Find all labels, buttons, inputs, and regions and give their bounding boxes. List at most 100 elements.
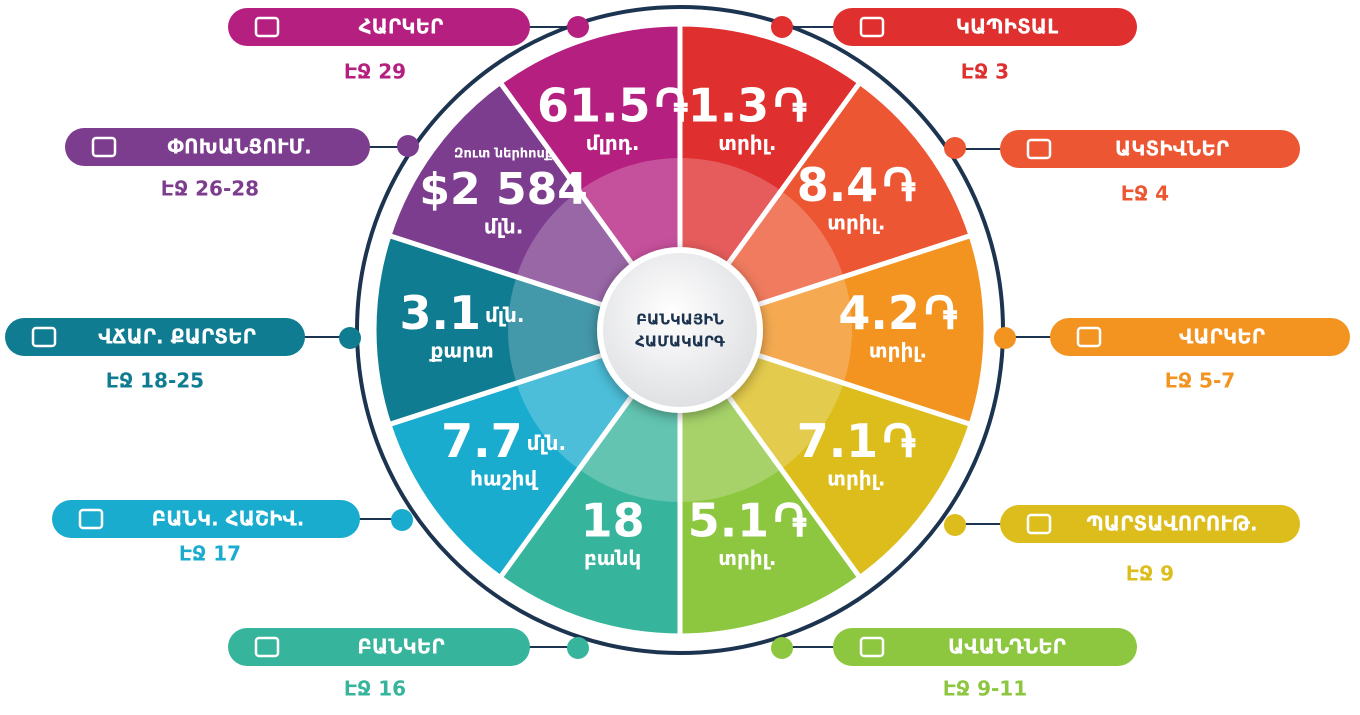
page-ref: ԷՋ 5-7 <box>1165 369 1235 393</box>
value-number: 61.5 <box>537 78 651 132</box>
value-number: 1.3 <box>688 78 770 132</box>
segment <box>673 325 975 582</box>
center-text: ՀԱՄԱԿԱՐԳ <box>635 333 725 351</box>
value-unit: մլն. <box>527 431 567 455</box>
value-currency: ֏ <box>882 157 916 211</box>
value-note: տրիլ. <box>718 131 776 155</box>
page-ref: ԷՋ 18-25 <box>106 369 204 393</box>
value-note: մլրդ. <box>586 131 640 155</box>
value-note: տրիլ. <box>827 467 885 491</box>
value: 3.1 մլն. <box>400 286 525 340</box>
connector-dot <box>944 514 966 536</box>
value-number: 7.7 <box>441 414 523 468</box>
label-text: ԿԱՊԻՏԱԼ <box>956 15 1058 39</box>
label-icon <box>1026 138 1052 160</box>
segment <box>371 232 689 428</box>
center-text: ԲԱՆԿԱՅԻՆ <box>636 311 724 329</box>
segment <box>385 325 687 582</box>
connector-dot <box>397 135 419 157</box>
label-text: ԱՎԱՆԴՆԵՐ <box>948 635 1066 659</box>
segment <box>496 322 683 639</box>
center-circle <box>597 247 763 413</box>
value-currency: ֏ <box>654 78 688 132</box>
label-icon <box>859 16 885 38</box>
value-note: հաշիվ <box>470 467 538 491</box>
value-number: 18 <box>581 493 645 547</box>
label-pill <box>833 628 1137 666</box>
value-currency: ֏ <box>882 414 916 468</box>
value: 7.1֏ <box>797 414 917 468</box>
label-pill <box>1050 318 1350 356</box>
label-text: ՓՈԽԱՆՑՈՒՄ. <box>167 135 311 159</box>
value-note: տրիլ. <box>869 339 927 363</box>
label-icon <box>91 136 117 158</box>
value: 8.4֏ <box>797 157 917 211</box>
label-text: ԱԿՏԻՎՆԵՐ <box>1115 137 1229 161</box>
label-pill <box>1000 130 1300 168</box>
connector-dot <box>771 637 793 659</box>
page-ref: ԷՋ 9-11 <box>943 677 1027 701</box>
value: 1.3֏ <box>688 78 808 132</box>
connector-dot <box>339 327 361 349</box>
label-pill <box>228 8 530 46</box>
page-ref: ԷՋ 4 <box>1121 182 1169 206</box>
value-number: 7.1 <box>797 414 879 468</box>
label-text: ՎԱՐԿԵՐ <box>1179 325 1265 349</box>
value-currency: ֏ <box>773 78 807 132</box>
connector-dot <box>771 16 793 38</box>
connector-dot <box>994 327 1016 349</box>
label-pill <box>65 128 370 166</box>
connector-dot <box>567 16 589 38</box>
label-text: ՀԱՐԿԵՐ <box>359 15 444 39</box>
segment <box>385 78 687 335</box>
value-note: բանկ <box>584 546 641 570</box>
value-currency: ֏ <box>773 493 807 547</box>
label-text: ՊԱՐՏԱՎՈՐՈՒԹ. <box>1086 512 1257 536</box>
label-pill <box>1000 505 1300 543</box>
page-ref: ԷՋ 9 <box>1126 562 1174 586</box>
value-number: 5.1 <box>688 493 770 547</box>
label-icon <box>78 508 104 530</box>
segment <box>673 78 975 335</box>
value-unit: մլն. <box>485 303 525 327</box>
value-note: տրիլ. <box>827 210 885 234</box>
label-icon <box>859 636 885 658</box>
connector-dot <box>391 509 413 531</box>
label-icon <box>254 636 280 658</box>
page-ref: ԷՋ 26-28 <box>161 177 259 201</box>
value: 61.5֏ <box>537 78 689 132</box>
segment <box>671 232 989 428</box>
label-pill <box>52 500 360 538</box>
value-note: քարտ <box>428 339 493 363</box>
value: 4.2֏ <box>838 286 958 340</box>
page-ref: ԷՋ 16 <box>344 677 406 701</box>
label-text: ԲԱՆԿ. ՀԱՇԻՎ. <box>152 507 305 531</box>
label-icon <box>31 326 57 348</box>
segment <box>496 21 683 338</box>
label-icon <box>254 16 280 38</box>
segment <box>677 21 864 338</box>
label-pill <box>5 318 305 356</box>
page-ref: ԷՋ 29 <box>344 60 406 84</box>
label-text: ԲԱՆԿԵՐ <box>357 635 444 659</box>
connector-dot <box>944 137 966 159</box>
value-number: $2 584 <box>419 164 587 215</box>
page-ref: ԷՋ 3 <box>961 60 1009 84</box>
value-number: 3.1 <box>400 286 482 340</box>
value: $2 584 <box>419 164 587 215</box>
label-text: ՎՃԱՐ. ՔԱՐՏԵՐ <box>98 325 256 349</box>
label-icon <box>1076 326 1102 348</box>
value-note: մլն. <box>484 214 524 238</box>
value: 5.1֏ <box>688 493 808 547</box>
value-number: 4.2 <box>838 286 920 340</box>
segment <box>677 322 864 639</box>
value-caption: Զուտ ներհոսք <box>454 146 553 161</box>
connector-dot <box>567 637 589 659</box>
value-note: տրիլ. <box>718 546 776 570</box>
value: 18 <box>581 493 645 547</box>
label-pill <box>228 628 530 666</box>
value-number: 8.4 <box>797 157 879 211</box>
value-currency: ֏ <box>924 286 958 340</box>
label-pill <box>833 8 1137 46</box>
